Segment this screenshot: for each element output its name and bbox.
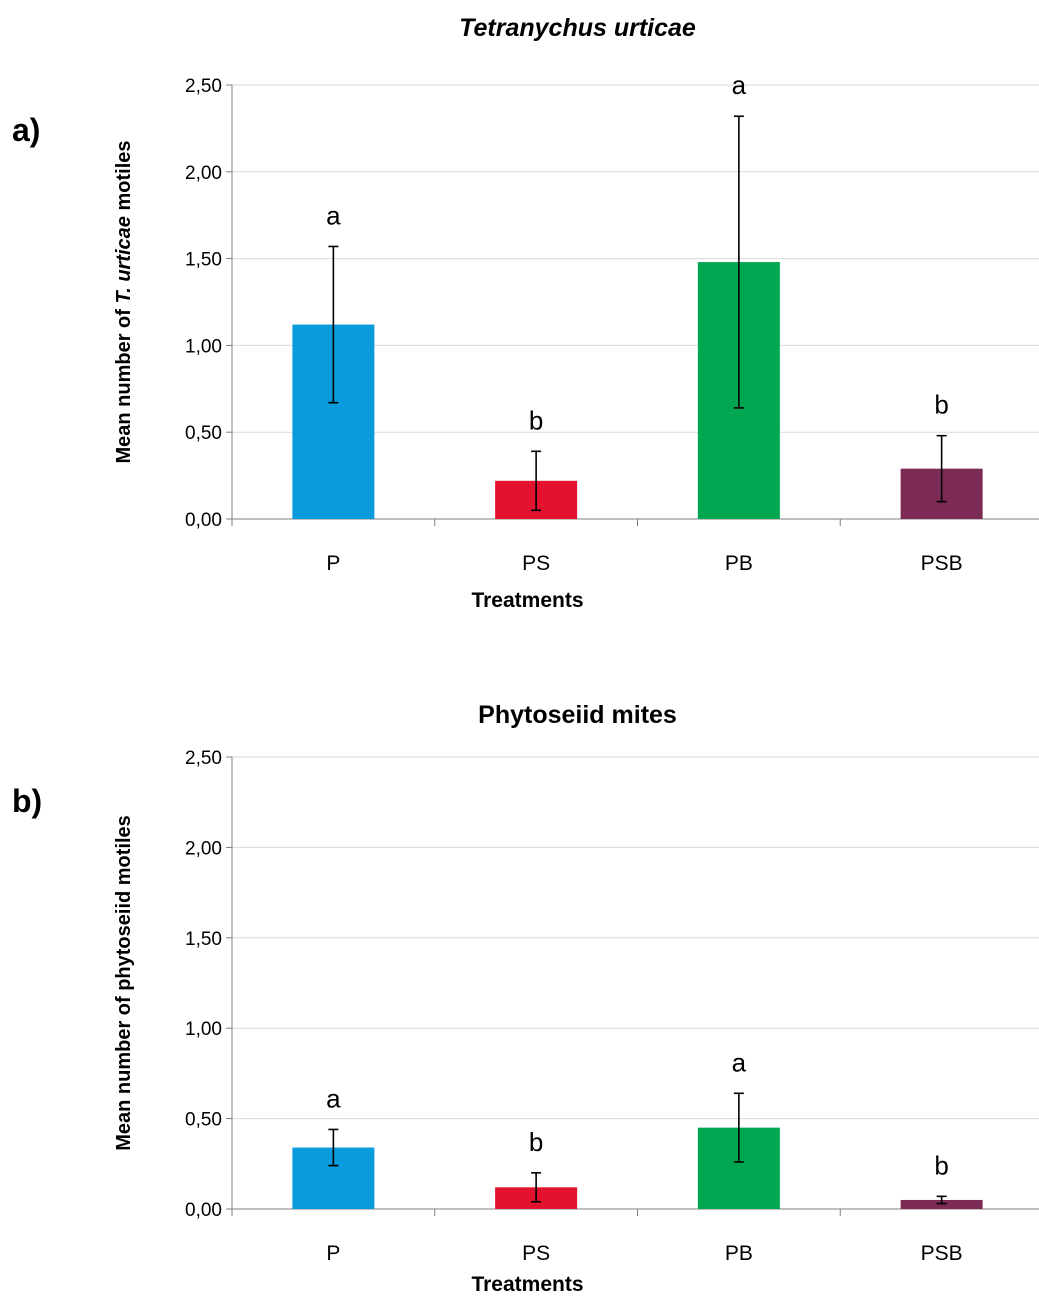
chart-title: Phytoseiid mites — [478, 701, 677, 729]
panel-label: a) — [12, 112, 40, 148]
y-axis-label: Mean number of T. urticae motiles — [113, 140, 135, 463]
y-tick-label: 1,50 — [185, 929, 222, 950]
y-tick-label: 2,00 — [185, 838, 222, 859]
x-tick-label: PB — [725, 552, 753, 575]
significance-letter: a — [732, 70, 747, 100]
significance-letter: b — [934, 390, 948, 420]
x-tick-label: PB — [725, 1242, 753, 1265]
x-axis-label: Treatments — [471, 589, 583, 612]
panel-label: b) — [12, 783, 42, 819]
significance-letter: b — [529, 1127, 543, 1157]
y-tick-label: 0,50 — [185, 423, 222, 444]
y-tick-label: 1,50 — [185, 250, 222, 271]
significance-letter: a — [326, 1083, 341, 1113]
x-tick-label: PSB — [921, 552, 963, 575]
x-tick-label: PS — [522, 1242, 550, 1265]
y-tick-label: 1,00 — [185, 1019, 222, 1040]
y-tick-label: 0,00 — [185, 510, 222, 531]
y-tick-label: 2,50 — [185, 748, 222, 769]
chart-panel-b: b) Phytoseiid mites 0,00 0,50 1,00 1,50 2,00 2,… — [12, 701, 1039, 1296]
significance-letter: b — [934, 1150, 948, 1180]
y-tick-label: 2,00 — [185, 163, 222, 184]
x-tick-label: PSB — [921, 1242, 963, 1265]
chart-panel-a: a) Tetranychus urticae 0,00 0,50 1,00 1,50 2,0… — [12, 14, 1039, 612]
x-axis-label: Treatments — [471, 1273, 583, 1296]
y-tick-label: 2,50 — [185, 76, 222, 97]
x-tick-label: P — [326, 1242, 340, 1265]
y-tick-label: 1,00 — [185, 336, 222, 357]
y-tick-label: 0,50 — [185, 1110, 222, 1131]
x-tick-label: PS — [522, 552, 550, 575]
y-axis-label: Mean number of phytoseiid motiles — [113, 815, 135, 1151]
bar-psb — [900, 1199, 983, 1209]
significance-letter: b — [529, 405, 543, 435]
y-tick-label: 0,00 — [185, 1200, 222, 1221]
significance-letter: a — [326, 200, 341, 230]
chart-title: Tetranychus urticae — [459, 14, 696, 42]
x-tick-label: P — [326, 552, 340, 575]
significance-letter: a — [732, 1047, 747, 1077]
